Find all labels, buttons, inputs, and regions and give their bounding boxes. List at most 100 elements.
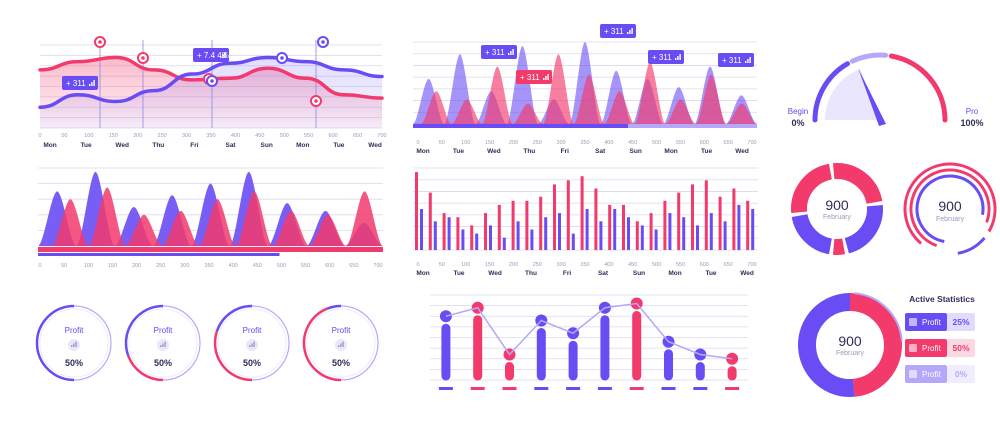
progress-rest [628,124,757,128]
x-tick-label: 50 [439,140,445,146]
x-tick-label: 50 [61,263,67,269]
bars-icon [224,52,226,58]
ring-progress-purple [35,304,75,382]
x-tick-label: 400 [231,133,240,139]
legend-row: Profit 25% [905,313,975,331]
chart-icon-bar [71,345,73,347]
day-label: Wed [115,142,129,149]
legend-chip [905,365,947,383]
day-label: Wed [735,148,749,155]
bar-pink [663,200,667,250]
day-label: Mon [43,142,56,149]
gauge-arc-purple [812,61,850,123]
donut-center-label: February [823,214,852,221]
callout-box [193,48,229,62]
legend-value: 50% [952,343,969,353]
ring-mid [909,168,991,248]
data-point-core [98,40,102,44]
bar-pink [470,225,474,250]
bar-purple [558,213,561,250]
donut-center-value: 900 [938,198,962,214]
bar-pink [442,213,446,250]
profit-ring-row: Profit 50% Profit 50% Profit 50% Profit 50% [35,304,379,382]
x-tick-label: 700 [373,263,382,269]
ring-progress-pink [213,330,253,382]
day-label: Tue [453,148,464,155]
legend-icon [909,344,917,352]
profit-value: 50% [65,358,83,368]
data-point-core [314,99,318,103]
bar-pink [580,176,584,250]
donut-segment [832,238,845,255]
profit-ring: Profit 50% [124,304,201,382]
donut-segment [791,163,833,214]
day-label: Thu [525,270,537,277]
callout-box [648,50,684,64]
legend-chip [905,313,947,331]
x-tick-label: 550 [676,262,685,268]
profit-value: 50% [243,358,261,368]
data-point-core [141,56,145,60]
ring-progress-purple [124,304,164,357]
donut-segment [844,204,883,254]
x-tick-label: 450 [255,133,264,139]
gauge-begin-value: 0% [791,118,804,128]
day-label: Fri [190,142,199,149]
x-tick-label: 300 [557,140,566,146]
day-label: Tue [333,142,344,149]
profit-label: Profit [154,326,173,335]
x-tick-label: 450 [253,263,262,269]
bars-icon [510,51,512,55]
bars-icon [89,84,91,86]
day-label: Thu [523,148,535,155]
bar-purple [682,217,686,250]
data-point-core [280,56,284,60]
lollipop-base-mark [693,387,708,390]
x-tick-label: 150 [485,262,494,268]
bar-purple [599,221,603,250]
bars-icon [508,53,510,55]
x-tick-label: 150 [485,140,494,146]
paired-bar-chart: 0 50 100 150 200 250 300 350 400 450 500 550 600 650 7… [413,167,758,277]
x-tick-label: 650 [353,133,362,139]
day-label: Tue [701,148,712,155]
x-tick-label: 650 [349,263,358,269]
x-tick-label: 200 [509,262,518,268]
bar-pink [635,221,639,250]
day-label: Wed [368,142,382,149]
ring-outer-tail [957,236,986,255]
legend-icon [909,370,917,378]
x-tick-label: 600 [329,133,338,139]
chart-icon-bar [253,341,255,347]
x-tick-label: 400 [604,140,613,146]
gauge-arc-lavender [850,52,889,64]
bars-icon [91,82,93,86]
chart-icon-bar [73,343,75,347]
day-label: Sat [595,148,606,155]
bars-icon [512,49,514,55]
callout-text: + 311 [604,27,624,36]
stat-segment-purple [798,293,855,397]
bars-icon [547,74,549,80]
bars-icon [93,80,95,86]
day-label: Mon [664,148,677,155]
legend-value-bg [947,313,975,331]
callout-badge: + 311 [648,50,684,64]
day-label: Wed [740,270,754,277]
day-label: Wed [487,148,501,155]
bar-pink [428,192,432,250]
bar-pink [539,196,543,250]
callout-box [600,24,636,38]
callout-text: + 311 [652,53,672,62]
lollipop-base-mark [629,387,644,390]
x-tick-label: 600 [700,262,709,268]
bar-pink [691,184,694,250]
x-tick-label: 50 [439,262,445,268]
stat-outer-arc [854,292,903,341]
bar-purple [433,221,437,250]
area-peaks-chart-top: + 311 + 311 + 311 + 311 + 311 0 50 100 150 200 250… [413,24,757,155]
bar-purple [751,209,755,250]
day-label: Mon [416,270,429,277]
bar-pink [525,200,529,250]
donut-chart-rings: 900 February [903,162,997,255]
